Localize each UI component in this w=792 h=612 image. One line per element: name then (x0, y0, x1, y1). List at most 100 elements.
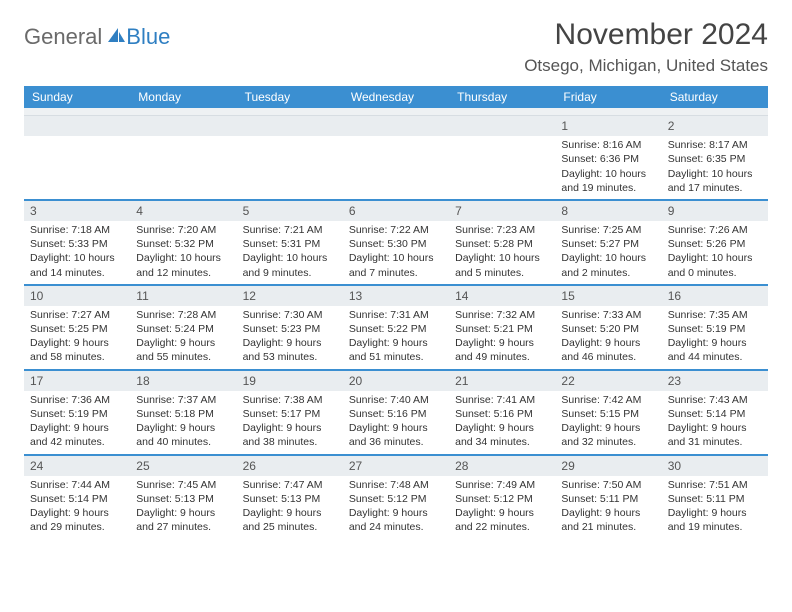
week-row: 24Sunrise: 7:44 AMSunset: 5:14 PMDayligh… (24, 454, 768, 539)
sunrise-text: Sunrise: 7:47 AM (243, 478, 337, 492)
sunset-text: Sunset: 5:11 PM (561, 492, 655, 506)
sunrise-text: Sunrise: 7:49 AM (455, 478, 549, 492)
day-cell: 19Sunrise: 7:38 AMSunset: 5:17 PMDayligh… (237, 371, 343, 454)
day-number (24, 116, 130, 136)
day-number: 13 (343, 286, 449, 306)
day-cell: 16Sunrise: 7:35 AMSunset: 5:19 PMDayligh… (662, 286, 768, 369)
sunset-text: Sunset: 5:24 PM (136, 322, 230, 336)
logo-text-blue: Blue (126, 24, 170, 50)
sunrise-text: Sunrise: 7:30 AM (243, 308, 337, 322)
sunset-text: Sunset: 5:14 PM (30, 492, 124, 506)
weekday-header: Saturday (662, 86, 768, 108)
sunset-text: Sunset: 6:35 PM (668, 152, 762, 166)
day-number: 14 (449, 286, 555, 306)
day-number: 15 (555, 286, 661, 306)
weekday-header: Monday (130, 86, 236, 108)
day-number: 17 (24, 371, 130, 391)
sunrise-text: Sunrise: 8:17 AM (668, 138, 762, 152)
day-number: 6 (343, 201, 449, 221)
day-number: 30 (662, 456, 768, 476)
sunset-text: Sunset: 5:28 PM (455, 237, 549, 251)
daylight-text: Daylight: 9 hours and 36 minutes. (349, 421, 443, 449)
spacer-row (24, 108, 768, 116)
sunrise-text: Sunrise: 7:31 AM (349, 308, 443, 322)
day-number: 18 (130, 371, 236, 391)
day-number: 3 (24, 201, 130, 221)
day-cell (449, 116, 555, 199)
day-cell: 18Sunrise: 7:37 AMSunset: 5:18 PMDayligh… (130, 371, 236, 454)
day-cell: 26Sunrise: 7:47 AMSunset: 5:13 PMDayligh… (237, 456, 343, 539)
sunrise-text: Sunrise: 7:50 AM (561, 478, 655, 492)
weekday-header-row: SundayMondayTuesdayWednesdayThursdayFrid… (24, 86, 768, 108)
sunset-text: Sunset: 5:13 PM (243, 492, 337, 506)
day-cell: 13Sunrise: 7:31 AMSunset: 5:22 PMDayligh… (343, 286, 449, 369)
sunrise-text: Sunrise: 7:44 AM (30, 478, 124, 492)
sunrise-text: Sunrise: 7:45 AM (136, 478, 230, 492)
calendar-page: General Blue November 2024 Otsego, Michi… (0, 0, 792, 548)
day-number: 23 (662, 371, 768, 391)
sunset-text: Sunset: 5:26 PM (668, 237, 762, 251)
day-number: 8 (555, 201, 661, 221)
sunset-text: Sunset: 5:31 PM (243, 237, 337, 251)
daylight-text: Daylight: 9 hours and 29 minutes. (30, 506, 124, 534)
sunset-text: Sunset: 5:11 PM (668, 492, 762, 506)
daylight-text: Daylight: 9 hours and 24 minutes. (349, 506, 443, 534)
sunset-text: Sunset: 5:12 PM (455, 492, 549, 506)
sunset-text: Sunset: 5:25 PM (30, 322, 124, 336)
daylight-text: Daylight: 9 hours and 44 minutes. (668, 336, 762, 364)
daylight-text: Daylight: 9 hours and 25 minutes. (243, 506, 337, 534)
daylight-text: Daylight: 9 hours and 19 minutes. (668, 506, 762, 534)
sunset-text: Sunset: 5:19 PM (30, 407, 124, 421)
day-number: 5 (237, 201, 343, 221)
sunset-text: Sunset: 5:19 PM (668, 322, 762, 336)
sunrise-text: Sunrise: 7:48 AM (349, 478, 443, 492)
day-cell: 14Sunrise: 7:32 AMSunset: 5:21 PMDayligh… (449, 286, 555, 369)
weekday-header: Friday (555, 86, 661, 108)
sunset-text: Sunset: 5:18 PM (136, 407, 230, 421)
week-row: 10Sunrise: 7:27 AMSunset: 5:25 PMDayligh… (24, 284, 768, 369)
sunset-text: Sunset: 5:32 PM (136, 237, 230, 251)
sunset-text: Sunset: 5:13 PM (136, 492, 230, 506)
day-cell: 22Sunrise: 7:42 AMSunset: 5:15 PMDayligh… (555, 371, 661, 454)
month-title: November 2024 (524, 18, 768, 52)
sunset-text: Sunset: 6:36 PM (561, 152, 655, 166)
daylight-text: Daylight: 9 hours and 51 minutes. (349, 336, 443, 364)
weekday-header: Tuesday (237, 86, 343, 108)
sunrise-text: Sunrise: 7:18 AM (30, 223, 124, 237)
day-number (130, 116, 236, 136)
day-cell: 25Sunrise: 7:45 AMSunset: 5:13 PMDayligh… (130, 456, 236, 539)
day-number: 29 (555, 456, 661, 476)
sunrise-text: Sunrise: 7:37 AM (136, 393, 230, 407)
sunrise-text: Sunrise: 7:38 AM (243, 393, 337, 407)
week-row: 17Sunrise: 7:36 AMSunset: 5:19 PMDayligh… (24, 369, 768, 454)
day-number: 28 (449, 456, 555, 476)
daylight-text: Daylight: 9 hours and 58 minutes. (30, 336, 124, 364)
day-cell: 15Sunrise: 7:33 AMSunset: 5:20 PMDayligh… (555, 286, 661, 369)
sunset-text: Sunset: 5:14 PM (668, 407, 762, 421)
day-cell: 3Sunrise: 7:18 AMSunset: 5:33 PMDaylight… (24, 201, 130, 284)
sunrise-text: Sunrise: 7:27 AM (30, 308, 124, 322)
sunset-text: Sunset: 5:23 PM (243, 322, 337, 336)
day-number: 9 (662, 201, 768, 221)
week-row: 1Sunrise: 8:16 AMSunset: 6:36 PMDaylight… (24, 116, 768, 199)
daylight-text: Daylight: 9 hours and 31 minutes. (668, 421, 762, 449)
sunrise-text: Sunrise: 7:41 AM (455, 393, 549, 407)
sunset-text: Sunset: 5:21 PM (455, 322, 549, 336)
weekday-header: Sunday (24, 86, 130, 108)
daylight-text: Daylight: 10 hours and 12 minutes. (136, 251, 230, 279)
calendar: SundayMondayTuesdayWednesdayThursdayFrid… (24, 86, 768, 538)
day-cell: 8Sunrise: 7:25 AMSunset: 5:27 PMDaylight… (555, 201, 661, 284)
daylight-text: Daylight: 9 hours and 53 minutes. (243, 336, 337, 364)
daylight-text: Daylight: 9 hours and 27 minutes. (136, 506, 230, 534)
sunrise-text: Sunrise: 7:40 AM (349, 393, 443, 407)
day-cell: 23Sunrise: 7:43 AMSunset: 5:14 PMDayligh… (662, 371, 768, 454)
day-cell: 9Sunrise: 7:26 AMSunset: 5:26 PMDaylight… (662, 201, 768, 284)
day-cell (343, 116, 449, 199)
day-cell: 5Sunrise: 7:21 AMSunset: 5:31 PMDaylight… (237, 201, 343, 284)
logo: General Blue (24, 18, 170, 50)
day-cell: 30Sunrise: 7:51 AMSunset: 5:11 PMDayligh… (662, 456, 768, 539)
day-number: 16 (662, 286, 768, 306)
daylight-text: Daylight: 9 hours and 21 minutes. (561, 506, 655, 534)
daylight-text: Daylight: 10 hours and 14 minutes. (30, 251, 124, 279)
day-number: 19 (237, 371, 343, 391)
